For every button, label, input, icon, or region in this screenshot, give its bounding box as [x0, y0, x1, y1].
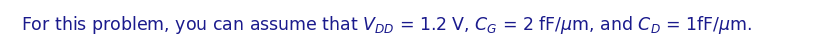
- Text: For this problem, you can assume that $V_{DD}$ = 1.2 V, $C_G$ = 2 fF/$\mu$m, and: For this problem, you can assume that $V…: [21, 14, 752, 36]
